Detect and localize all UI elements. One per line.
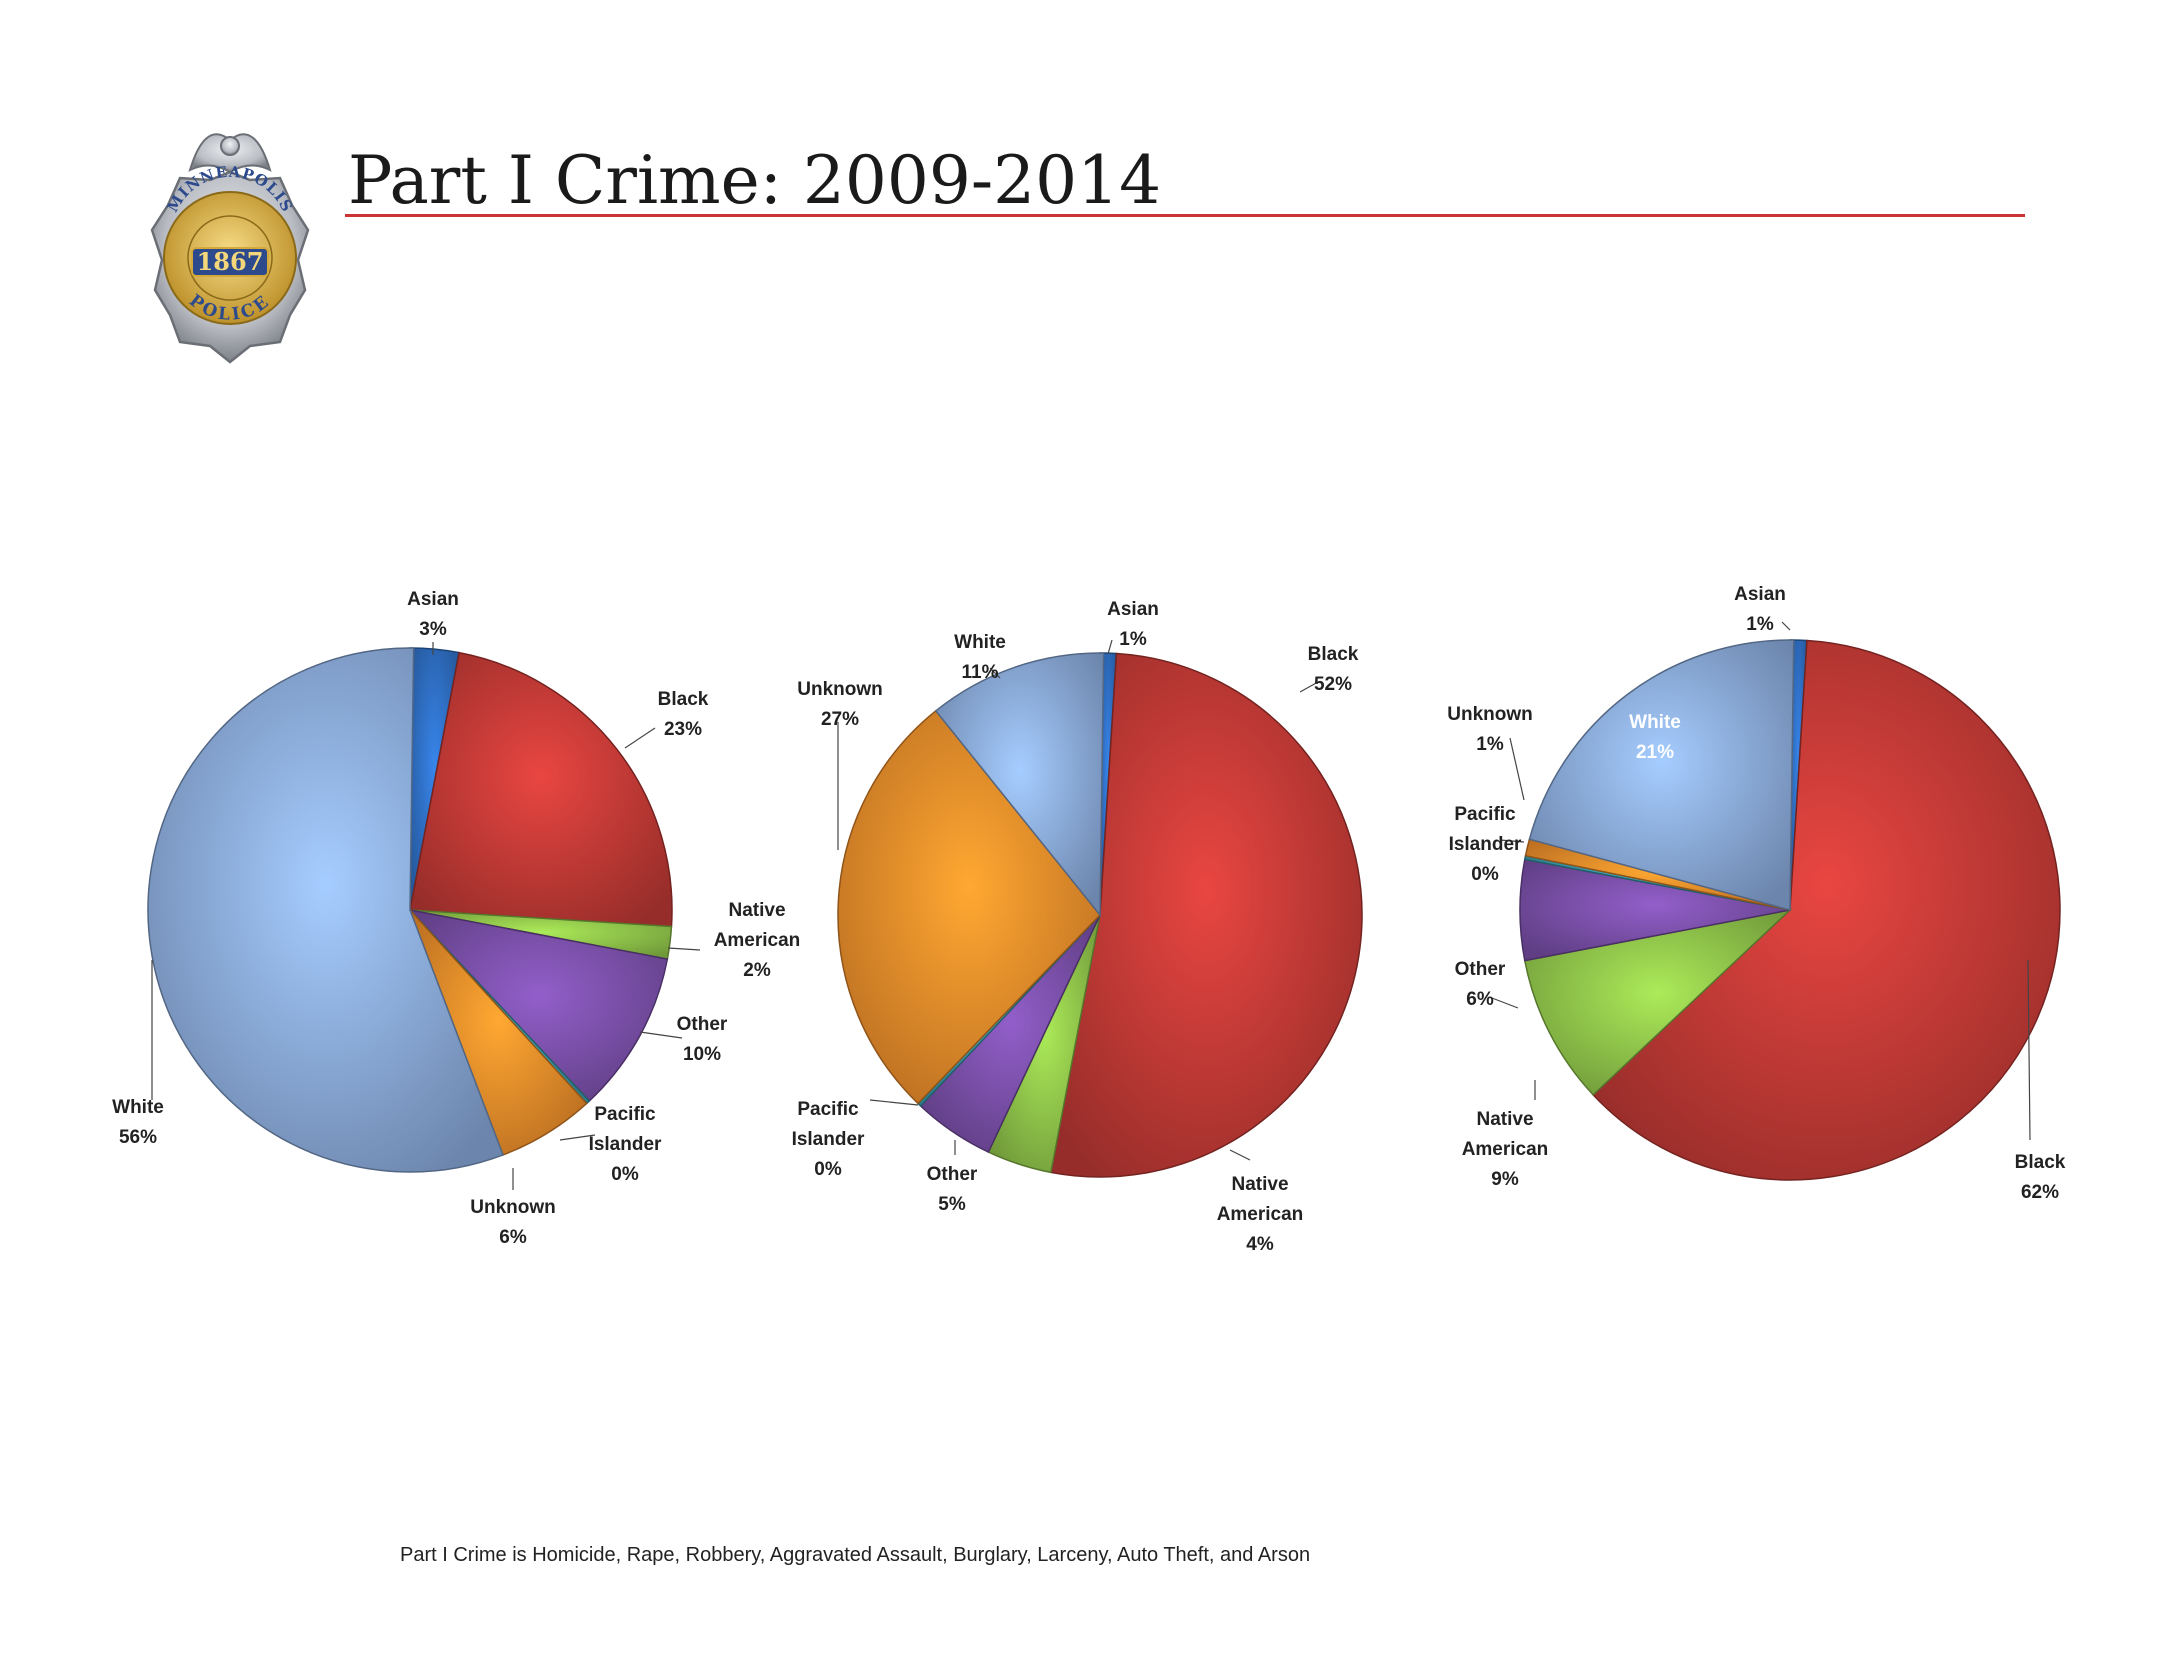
slice-black xyxy=(1050,652,1363,1178)
slice-label-native-american: Native American 4% xyxy=(1217,1174,1304,1255)
pie-chart-victims: Asian 3% Black 23% Native American 2% Other 10% P… xyxy=(112,589,801,1248)
leader-line xyxy=(1509,737,1525,801)
leader-line xyxy=(667,947,701,951)
slice-label-unknown: Unknown 27% xyxy=(797,679,883,730)
leader-line xyxy=(1499,839,1525,843)
slice-label-asian: Asian 1% xyxy=(1734,584,1786,635)
leader-line xyxy=(1107,639,1113,655)
slice-label-native-american: Native American 2% xyxy=(714,900,801,981)
leader-line xyxy=(2027,959,2031,1141)
slice-label-unknown: Unknown 6% xyxy=(470,1197,556,1248)
title-rule xyxy=(345,214,2025,217)
slice-label-other: Other 5% xyxy=(927,1164,978,1215)
eagle-icon xyxy=(188,133,272,174)
footnote: Part I Crime is Homicide, Rape, Robbery,… xyxy=(400,1544,1311,1566)
pie-chart-arrests: Asian 1% Black 62% Native American 9% Other 6% Pa… xyxy=(1447,584,2066,1203)
slice-label-pacific-islander: Pacific Islander 0% xyxy=(589,1104,662,1185)
slice-label-asian: Asian 3% xyxy=(407,589,459,640)
slice-black xyxy=(1592,639,2061,1181)
slice-label-other: Other 6% xyxy=(1455,959,1506,1010)
slice-label-native-american: Native American 9% xyxy=(1462,1109,1549,1190)
slice-native-american xyxy=(1523,908,1793,1096)
slice-white xyxy=(1528,639,1795,911)
slice-label-black: Black 62% xyxy=(2015,1152,2066,1203)
slice-label-white: White 56% xyxy=(112,1097,164,1148)
leader-line xyxy=(559,1134,596,1141)
slice-label-black: Black 52% xyxy=(1308,644,1359,695)
pie-chart-suspects: Asian 1% Black 52% Native American 4% Other 5% Pa… xyxy=(792,599,1363,1255)
slice-label-pacific-islander: Pacific Islander 0% xyxy=(792,1099,865,1180)
leader-line xyxy=(639,1031,683,1039)
slice-label-white: White 21% xyxy=(1629,712,1681,763)
slice-label-black: Black 23% xyxy=(658,689,709,740)
leader-line xyxy=(1781,621,1791,631)
slice-white xyxy=(934,652,1105,918)
police-badge-logo: MINNEAPOLIS POLICE 1867 xyxy=(150,133,310,364)
slice-black xyxy=(409,651,673,928)
slice-label-white: White 11% xyxy=(954,632,1006,683)
slice-white xyxy=(147,647,505,1173)
leader-line xyxy=(989,667,1001,679)
leader-line xyxy=(1491,997,1519,1009)
slice-label-asian: Asian 1% xyxy=(1107,599,1159,650)
slice-label-unknown: Unknown 1% xyxy=(1447,704,1533,755)
pie-charts: Asian 3% Black 23% Native American 2% Other 10% P… xyxy=(112,584,2066,1255)
leader-line xyxy=(1229,1149,1251,1161)
slice-unknown xyxy=(837,709,1101,1105)
leader-line xyxy=(869,1099,919,1106)
leader-line xyxy=(1299,681,1319,693)
page-title: Part I Crime: 2009-2014 xyxy=(348,142,1162,219)
slice-label-other: Other 10% xyxy=(677,1014,728,1065)
badge-year: 1867 xyxy=(197,247,264,276)
slice-other xyxy=(407,908,669,1103)
slice-label-pacific-islander: Pacific Islander 0% xyxy=(1449,804,1522,885)
leader-line xyxy=(624,727,656,749)
